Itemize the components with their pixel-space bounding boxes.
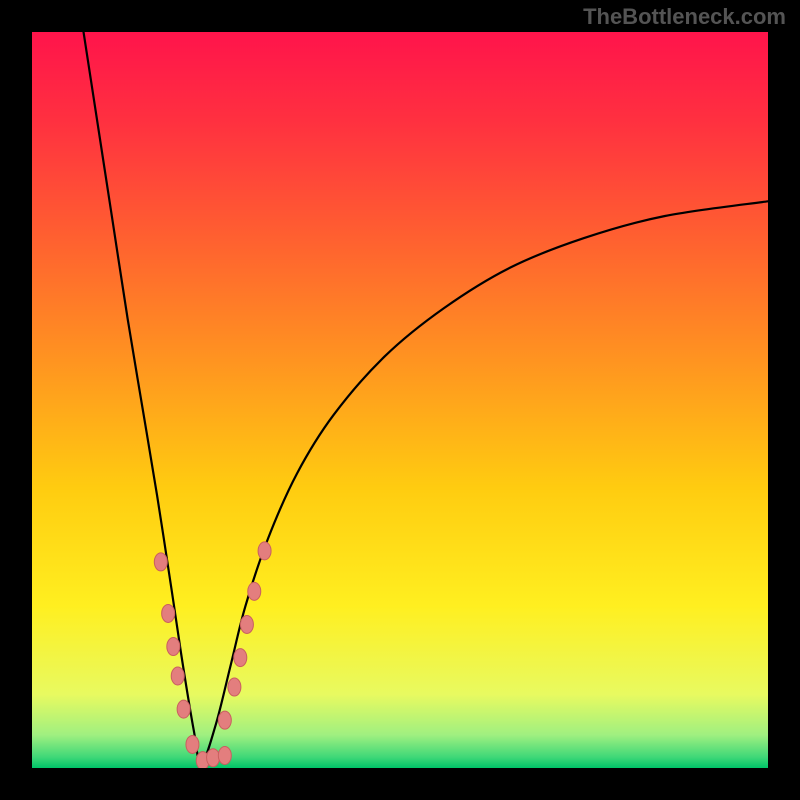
data-dot bbox=[186, 735, 199, 753]
plot-area bbox=[32, 32, 768, 768]
data-dot bbox=[240, 615, 253, 633]
data-dot bbox=[218, 746, 231, 764]
data-dot bbox=[248, 582, 261, 600]
data-dot bbox=[228, 678, 241, 696]
data-dot bbox=[218, 711, 231, 729]
plot-svg bbox=[32, 32, 768, 768]
data-dot bbox=[258, 542, 271, 560]
data-dot bbox=[167, 638, 180, 656]
data-dot bbox=[154, 553, 167, 571]
data-dot bbox=[171, 667, 184, 685]
data-dot bbox=[177, 700, 190, 718]
chart-root: TheBottleneck.com bbox=[0, 0, 800, 800]
watermark-text: TheBottleneck.com bbox=[583, 4, 786, 30]
data-dot bbox=[162, 604, 175, 622]
data-dot bbox=[207, 749, 220, 767]
gradient-background bbox=[32, 32, 768, 768]
data-dot bbox=[234, 649, 247, 667]
